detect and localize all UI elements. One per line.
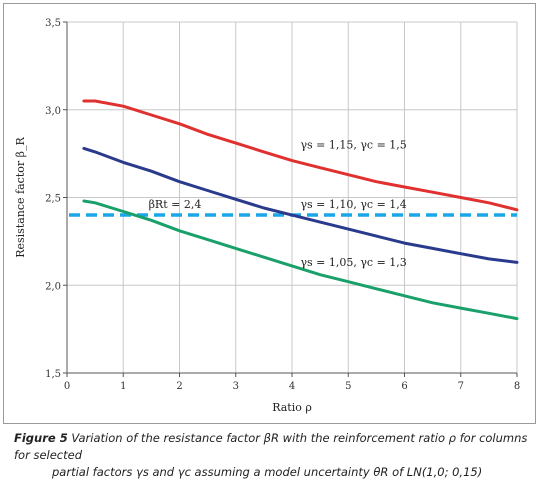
- series-line-1: [82, 99, 519, 212]
- x-tick-label: 6: [401, 381, 407, 392]
- axis-layer: 0 1 2 3 4 5 6 7 8 1,5 2,0 2,5 3,0 3,5 Ratio ρ Resistanc…: [14, 18, 520, 414]
- y-tick-label: 3,5: [45, 18, 61, 29]
- y-axis-title: Resistance factor β_R: [14, 137, 27, 258]
- caption-line-1: Variation of the resistance factor βR wi…: [14, 431, 528, 462]
- line-chart: 0 1 2 3 4 5 6 7 8 1,5 2,0 2,5 3,0 3,5 Ratio ρ Resistanc…: [14, 18, 520, 414]
- y-tick-label: 1,5: [45, 369, 61, 380]
- caption-label: Figure 5: [14, 431, 68, 445]
- series-line-3: [82, 199, 519, 321]
- series-annotation-4: βRt = 2,4: [149, 198, 202, 211]
- annotation-layer: γs = 1,15, γc = 1,5 γs = 1,10, γc = 1,4 γs…: [149, 138, 407, 269]
- x-tick-label: 4: [289, 381, 295, 392]
- caption-line-2: partial factors γs and γc assuming a mod…: [52, 465, 483, 479]
- series-annotation-2: γs = 1,10, γc = 1,4: [300, 198, 406, 211]
- series-layer: [82, 99, 519, 321]
- x-tick-label: 3: [233, 381, 239, 392]
- series-annotation-3: γs = 1,05, γc = 1,3: [300, 256, 406, 269]
- y-tick-label: 2,5: [45, 194, 61, 205]
- chart-frame: 0 1 2 3 4 5 6 7 8 1,5 2,0 2,5 3,0 3,5 Ratio ρ Resistanc…: [3, 3, 536, 424]
- series-line-2: [82, 146, 519, 264]
- x-tick-label: 5: [345, 381, 351, 392]
- x-tick-label: 0: [64, 381, 70, 392]
- x-tick-label: 8: [514, 381, 520, 392]
- x-axis-title: Ratio ρ: [272, 401, 312, 414]
- x-tick-label: 1: [120, 381, 126, 392]
- y-tick-label: 3,0: [45, 106, 61, 117]
- grid-layer: [67, 21, 518, 373]
- x-tick-label: 7: [458, 381, 464, 392]
- series-annotation-1: γs = 1,15, γc = 1,5: [300, 138, 406, 151]
- y-tick-label: 2,0: [45, 281, 61, 292]
- figure-caption: Figure 5 Variation of the resistance fac…: [14, 430, 534, 481]
- x-tick-label: 2: [176, 381, 182, 392]
